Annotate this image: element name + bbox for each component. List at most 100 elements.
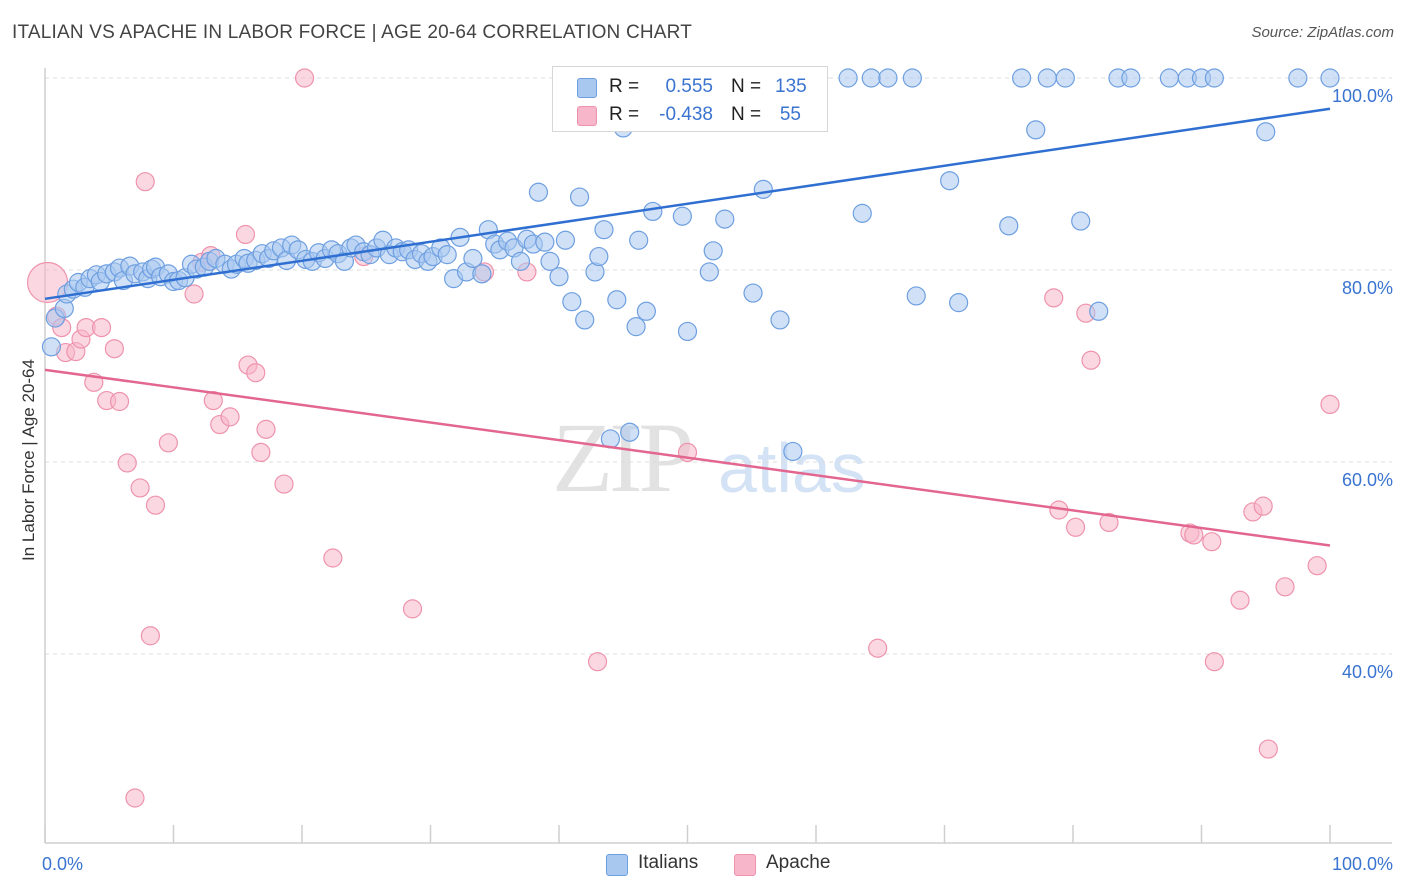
italians-point bbox=[878, 68, 898, 88]
italians-point bbox=[549, 267, 569, 287]
apache-point bbox=[117, 453, 137, 473]
italians-swatch bbox=[577, 78, 597, 98]
italians-point bbox=[575, 310, 595, 330]
apache-point bbox=[1307, 556, 1327, 576]
y-tick-label: 60.0% bbox=[1342, 470, 1393, 490]
apache-point bbox=[274, 474, 294, 494]
apache-point bbox=[203, 390, 223, 411]
apache-point bbox=[158, 433, 178, 453]
chart-title: ITALIAN VS APACHE IN LABOR FORCE | AGE 2… bbox=[12, 22, 693, 43]
italians-point bbox=[1026, 120, 1046, 140]
italians-point bbox=[41, 337, 62, 357]
italians-point bbox=[562, 292, 582, 312]
italians-point bbox=[594, 220, 614, 240]
apache-series bbox=[26, 68, 1340, 808]
apache-point bbox=[91, 318, 112, 338]
italians-point bbox=[902, 68, 922, 88]
italians-point bbox=[569, 187, 590, 207]
source-credit: Source: ZipAtlas.com bbox=[1251, 24, 1394, 41]
italians-point bbox=[1011, 68, 1032, 88]
italians-point bbox=[906, 286, 926, 306]
y-tick-label: 80.0% bbox=[1342, 278, 1393, 298]
italians-point bbox=[636, 301, 656, 321]
italians-point bbox=[626, 317, 646, 337]
apache-point bbox=[109, 391, 130, 412]
italians-point bbox=[1121, 68, 1141, 88]
apache-swatch bbox=[577, 106, 597, 126]
italians-point bbox=[510, 251, 531, 271]
apache-point bbox=[1044, 288, 1064, 308]
italians-point bbox=[861, 68, 881, 88]
apache-point bbox=[1253, 496, 1273, 516]
apache-legend-swatch bbox=[734, 854, 756, 876]
apache-point bbox=[135, 172, 155, 192]
y-tick-label: 100.0% bbox=[1332, 86, 1393, 106]
apache-point bbox=[235, 224, 256, 245]
italians-point bbox=[1204, 68, 1224, 88]
x-tick-label: 100.0% bbox=[1332, 854, 1393, 874]
apache-point bbox=[251, 442, 271, 462]
x-tick-label: 0.0% bbox=[42, 854, 83, 874]
italians-point bbox=[940, 171, 960, 191]
italians-point bbox=[472, 264, 492, 284]
apache-point bbox=[1275, 577, 1295, 597]
apache-trend-line bbox=[44, 368, 1331, 547]
apache-point bbox=[145, 495, 166, 515]
italians-point bbox=[437, 245, 457, 265]
italians-point bbox=[1288, 68, 1308, 88]
correlation-legend: R = 0.555 N = 135 R = -0.438 N = 55 bbox=[552, 66, 828, 132]
italians-point bbox=[540, 251, 560, 271]
italians-point bbox=[999, 216, 1019, 236]
axes bbox=[44, 68, 1392, 844]
y-tick-label: 40.0% bbox=[1342, 662, 1393, 682]
apache-point bbox=[125, 788, 145, 808]
italians-n-value: 135 bbox=[775, 76, 807, 97]
italians-point bbox=[703, 241, 723, 261]
italians-point bbox=[1159, 68, 1179, 88]
apache-r-label: R = bbox=[609, 104, 640, 125]
italians-point bbox=[629, 230, 649, 250]
italians-r-value: 0.555 bbox=[665, 76, 713, 97]
italians-point bbox=[1256, 122, 1276, 142]
italians-point bbox=[949, 293, 969, 313]
italians-point bbox=[620, 422, 640, 442]
italians-point bbox=[643, 201, 663, 222]
italians-point bbox=[783, 441, 803, 462]
italians-point bbox=[1089, 301, 1109, 321]
italians-point bbox=[743, 283, 763, 303]
italians-point bbox=[838, 68, 858, 88]
italians-point bbox=[715, 209, 735, 229]
apache-point bbox=[220, 407, 240, 427]
apache-point bbox=[1258, 739, 1278, 759]
italians-point bbox=[1071, 211, 1091, 231]
italians-n-label: N = bbox=[731, 76, 762, 97]
italians-point bbox=[1320, 68, 1340, 88]
italians-trend-line bbox=[44, 107, 1331, 301]
apache-point bbox=[184, 284, 204, 304]
tick-labels: 40.0% 60.0% 80.0% 100.0% 0.0% 100.0% bbox=[42, 86, 1393, 874]
apache-point bbox=[323, 548, 343, 568]
italians-point bbox=[770, 310, 790, 330]
apache-point bbox=[140, 626, 160, 646]
italians-point bbox=[528, 182, 549, 202]
italians-point bbox=[463, 248, 483, 269]
apache-point bbox=[868, 638, 888, 658]
apache-point bbox=[1081, 350, 1101, 370]
apache-point bbox=[294, 68, 315, 88]
apache-point bbox=[130, 478, 150, 498]
legend-row-italians: R = 0.555 N = 135 bbox=[553, 72, 827, 102]
apache-point bbox=[1202, 532, 1222, 552]
apache-r-value: -0.438 bbox=[659, 104, 713, 125]
italians-point bbox=[672, 206, 692, 226]
italians-point bbox=[852, 203, 872, 223]
apache-point bbox=[1230, 590, 1250, 610]
italians-point bbox=[1037, 68, 1057, 88]
apache-point bbox=[104, 339, 124, 359]
apache-point bbox=[587, 652, 608, 672]
trend-lines bbox=[44, 107, 1331, 547]
apache-n-label: N = bbox=[731, 104, 762, 125]
apache-point bbox=[1204, 652, 1224, 672]
italians-legend-swatch bbox=[606, 854, 628, 876]
apache-point bbox=[1099, 512, 1119, 533]
